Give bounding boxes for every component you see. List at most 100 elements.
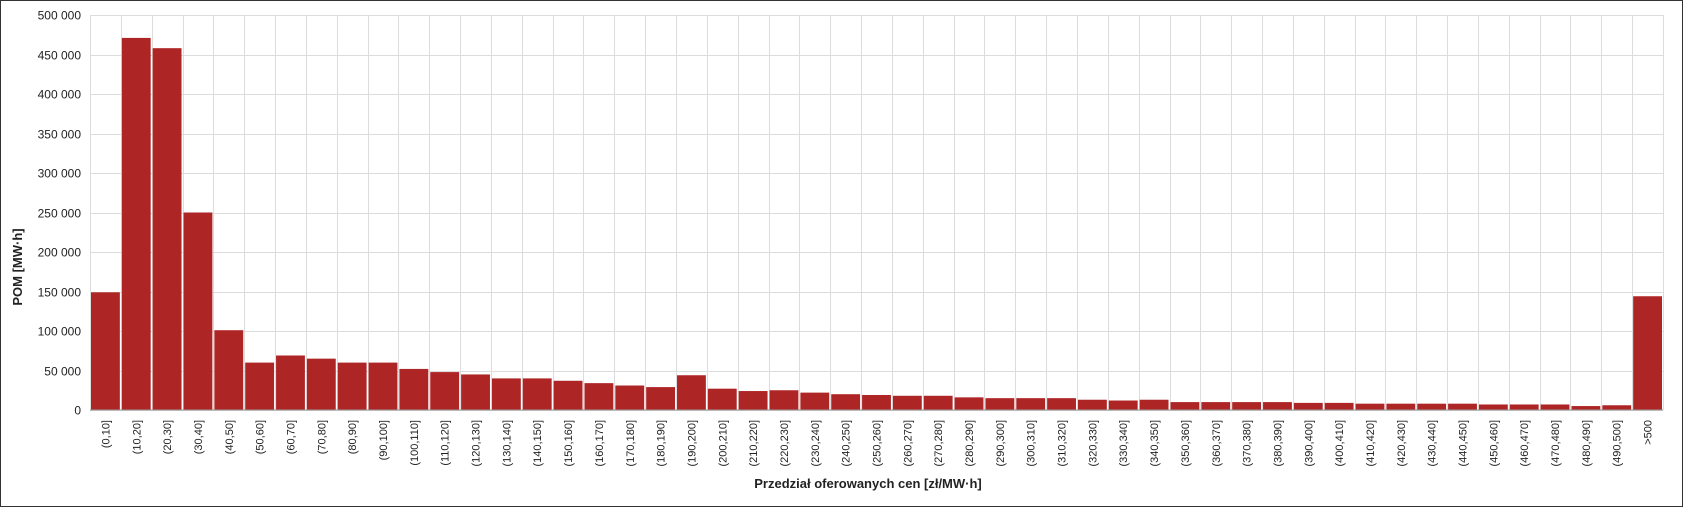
x-tick-label: (130,140] bbox=[501, 420, 513, 466]
bar bbox=[91, 292, 120, 410]
x-tick-label: (40,50] bbox=[224, 420, 236, 454]
bar bbox=[738, 391, 768, 410]
x-tick-label: (290,300] bbox=[995, 420, 1007, 466]
bar bbox=[1478, 404, 1508, 410]
bar bbox=[954, 397, 984, 410]
x-tick-label: (470,480] bbox=[1550, 420, 1562, 466]
bar bbox=[985, 398, 1015, 410]
bar bbox=[553, 380, 583, 410]
y-tick-label: 200 000 bbox=[38, 246, 82, 260]
bar bbox=[1201, 402, 1231, 410]
y-tick-label: 350 000 bbox=[38, 128, 82, 142]
bar bbox=[491, 378, 521, 410]
bar bbox=[923, 395, 953, 410]
x-tick-label: (180,190] bbox=[656, 420, 668, 466]
x-tick-label: (20,30] bbox=[162, 420, 174, 454]
x-tick-label: (220,230] bbox=[779, 420, 791, 466]
x-tick-label: (390,400] bbox=[1303, 420, 1315, 466]
x-tick-label: (320,330] bbox=[1087, 420, 1099, 466]
bar bbox=[1417, 403, 1447, 410]
x-tick-label: (370,380] bbox=[1242, 420, 1254, 466]
bar bbox=[769, 390, 799, 410]
y-tick-label: 450 000 bbox=[38, 49, 82, 63]
y-tick-label: 500 000 bbox=[38, 9, 82, 23]
x-axis-title: Przedział oferowanych cen [zł/MW·h] bbox=[754, 476, 982, 491]
x-tick-label: (160,170] bbox=[594, 420, 606, 466]
x-tick-label: (150,160] bbox=[563, 420, 575, 466]
x-tick-label: (100,110] bbox=[409, 420, 421, 466]
bar bbox=[183, 212, 213, 410]
bar bbox=[831, 394, 861, 410]
x-tick-label: (310,320] bbox=[1057, 420, 1069, 466]
bar bbox=[1386, 403, 1416, 410]
x-tick-label: (380,390] bbox=[1272, 420, 1284, 466]
x-tick-label: (60,70] bbox=[285, 420, 297, 454]
x-tick-label: (490,500] bbox=[1612, 420, 1624, 466]
bar bbox=[1448, 403, 1477, 410]
bar bbox=[276, 355, 305, 410]
y-tick-label: 50 000 bbox=[44, 365, 81, 379]
x-tick-label: (360,370] bbox=[1211, 420, 1223, 466]
x-tick-label: (300,310] bbox=[1026, 420, 1038, 466]
y-tick-label: 300 000 bbox=[38, 167, 82, 181]
x-tick-label: (140,150] bbox=[532, 420, 544, 466]
bar bbox=[1047, 398, 1076, 410]
bar bbox=[707, 388, 737, 410]
x-tick-label: (30,40] bbox=[193, 420, 205, 454]
x-tick-label: (410,420] bbox=[1365, 420, 1377, 466]
x-tick-label: (70,80] bbox=[316, 420, 328, 454]
y-tick-label: 150 000 bbox=[38, 286, 82, 300]
x-tick-label: (270,280] bbox=[933, 420, 945, 466]
x-tick-label: (0,10] bbox=[100, 420, 112, 448]
x-tick-label: (210,220] bbox=[748, 420, 760, 466]
x-tick-label: (350,360] bbox=[1180, 420, 1192, 466]
x-tick-label: (450,460] bbox=[1488, 420, 1500, 466]
bar bbox=[1016, 398, 1046, 410]
y-tick-label: 100 000 bbox=[38, 325, 82, 339]
x-tick-label: (80,90] bbox=[347, 420, 359, 454]
x-tick-label: (330,340] bbox=[1118, 420, 1130, 466]
bar bbox=[399, 368, 429, 410]
bar bbox=[1170, 402, 1200, 410]
x-tick-label: (110,120] bbox=[440, 420, 452, 466]
x-tick-label: (50,60] bbox=[255, 420, 267, 454]
x-tick-label: (420,430] bbox=[1396, 420, 1408, 466]
bar bbox=[677, 375, 706, 410]
x-tick-label: (170,180] bbox=[625, 420, 637, 466]
bar bbox=[1324, 402, 1354, 410]
bar bbox=[862, 394, 891, 410]
bar bbox=[1263, 402, 1292, 410]
bar bbox=[1232, 402, 1262, 410]
x-tick-label: (230,240] bbox=[810, 420, 822, 466]
x-tick-label: (400,410] bbox=[1334, 420, 1346, 466]
bar bbox=[245, 362, 275, 410]
bar bbox=[1509, 404, 1539, 410]
x-tick-label: (430,440] bbox=[1427, 420, 1439, 466]
bar bbox=[461, 374, 490, 410]
bar bbox=[1540, 404, 1570, 410]
x-tick-label: (260,270] bbox=[902, 420, 914, 466]
x-tick-label: (90,100] bbox=[378, 420, 390, 460]
bar bbox=[337, 362, 367, 410]
bar bbox=[121, 37, 151, 410]
x-tick-label: (280,290] bbox=[964, 420, 976, 466]
x-tick-label: (250,260] bbox=[872, 420, 884, 466]
y-tick-label: 250 000 bbox=[38, 207, 82, 221]
bar bbox=[1293, 402, 1323, 410]
bar bbox=[430, 372, 460, 410]
x-tick-label: >500 bbox=[1643, 420, 1655, 445]
bar bbox=[306, 358, 336, 410]
x-tick-label: (340,350] bbox=[1149, 420, 1161, 466]
bar bbox=[214, 330, 244, 410]
bar bbox=[1602, 405, 1632, 410]
x-tick-label: (200,210] bbox=[717, 420, 729, 466]
x-tick-label: (190,200] bbox=[686, 420, 698, 466]
bar bbox=[1108, 400, 1138, 410]
x-tick-label: (480,490] bbox=[1581, 420, 1593, 466]
bar bbox=[646, 387, 676, 410]
bar bbox=[1139, 399, 1169, 410]
bar bbox=[1571, 406, 1601, 410]
